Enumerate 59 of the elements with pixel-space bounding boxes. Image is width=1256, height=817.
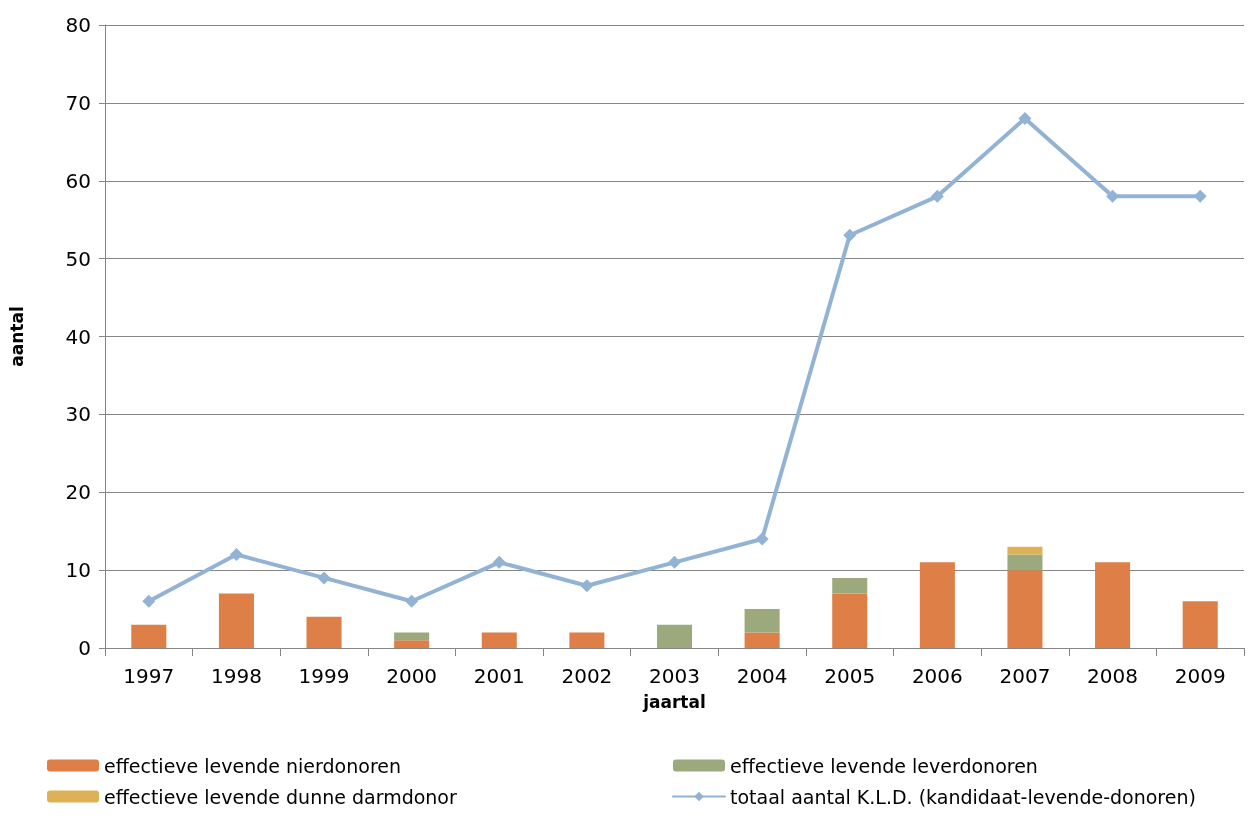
point — [580, 579, 594, 593]
x-tick-label: 2005 — [824, 664, 876, 688]
y-tick-label: 20 — [65, 480, 91, 505]
point — [317, 571, 331, 585]
x-axis-title: jaartal — [642, 691, 706, 712]
y-axis-title: aantal — [6, 306, 27, 367]
y-tick-label: 40 — [65, 324, 91, 349]
point — [1106, 189, 1120, 203]
point — [229, 548, 243, 562]
bar — [1007, 554, 1043, 571]
point — [142, 594, 156, 608]
bar — [744, 609, 780, 633]
point — [668, 555, 681, 569]
point — [492, 555, 506, 569]
legend-label: effectieve levende leverdonoren — [730, 754, 1038, 777]
x-tick-label: 2004 — [736, 664, 788, 688]
x-tick-label: 2000 — [386, 664, 438, 688]
bar — [656, 624, 693, 648]
bar — [919, 562, 955, 648]
bar — [394, 640, 430, 648]
bar — [306, 616, 342, 648]
legend-label: effectieve levende dunne darmdonor — [104, 785, 457, 808]
bar — [832, 593, 868, 648]
y-tick-label: 70 — [65, 90, 91, 115]
x-tick-label: 1997 — [123, 664, 175, 688]
bar — [1007, 570, 1043, 648]
y-tick-label: 30 — [65, 402, 91, 427]
x-tick-label: 2003 — [649, 664, 700, 688]
x-tick-label: 1998 — [210, 664, 262, 688]
bar — [569, 632, 605, 648]
x-tick-label: 2001 — [473, 664, 525, 688]
point — [1018, 111, 1032, 125]
point — [1193, 189, 1207, 203]
y-tick-label: 80 — [65, 13, 91, 37]
y-tick-label: 10 — [65, 558, 91, 583]
point — [930, 189, 944, 203]
bar — [394, 632, 430, 641]
x-tick-label: 2007 — [999, 664, 1051, 688]
y-tick-label: 0 — [78, 636, 91, 660]
bar — [1095, 562, 1131, 648]
y-tick-label: 50 — [65, 246, 91, 271]
point — [755, 532, 769, 546]
bar — [481, 632, 517, 648]
legend-label: totaal aantal K.L.D. (kandidaat-levende-donoren) — [730, 785, 1196, 808]
bar — [1007, 546, 1043, 555]
legend-label: effectieve levende nierdonoren — [104, 754, 402, 777]
bar — [744, 632, 780, 648]
x-tick-label: 1999 — [298, 664, 350, 688]
point — [405, 594, 419, 608]
bar — [131, 624, 167, 648]
x-tick-label: 2009 — [1174, 664, 1226, 688]
bar — [218, 593, 254, 648]
point — [843, 228, 857, 242]
x-tick-label: 2006 — [911, 664, 963, 688]
x-tick-label: 2008 — [1087, 664, 1139, 688]
bar — [1182, 601, 1218, 648]
x-tick-label: 2002 — [561, 664, 613, 688]
bar — [832, 577, 868, 594]
y-tick-label: 60 — [65, 168, 91, 193]
